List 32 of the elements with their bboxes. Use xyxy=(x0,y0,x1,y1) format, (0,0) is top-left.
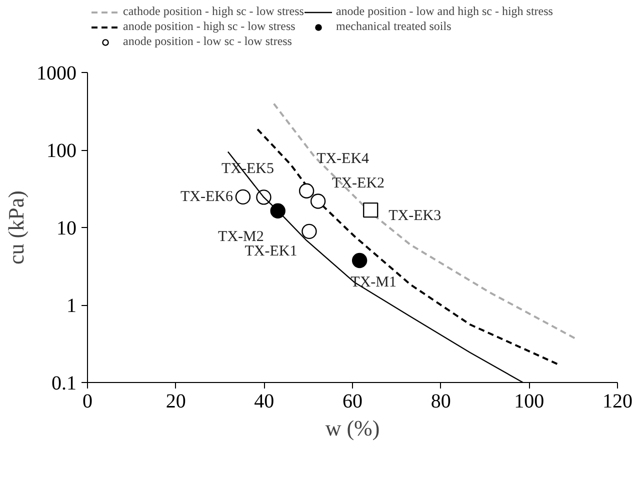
legend-label: anode position - low sc - low stress xyxy=(123,34,292,49)
x-tick-label: 100 xyxy=(514,390,544,412)
y-tick-label: 1 xyxy=(66,295,76,317)
point xyxy=(310,194,326,209)
legend-label: cathode position - high sc - low stress xyxy=(123,4,304,19)
annotation: TX-EK6 xyxy=(180,188,234,205)
annotation: TX-EK2 xyxy=(332,175,385,192)
x-tick-label: 0 xyxy=(82,390,92,412)
annotation: TX-EK4 xyxy=(316,150,370,167)
y-axis-title: cu (kPa) xyxy=(4,190,28,264)
point xyxy=(302,224,317,240)
x-tick-label: 20 xyxy=(166,390,186,412)
point xyxy=(352,252,368,268)
point xyxy=(363,202,378,218)
x-tick-label: 40 xyxy=(254,390,274,412)
legend-label: anode position - low and high sc - high stress xyxy=(336,4,553,19)
annotation: TX-EK1 xyxy=(244,243,298,260)
point xyxy=(298,183,314,198)
legend-label: anode position - high sc - low stress xyxy=(123,19,296,34)
x-tick-label: 80 xyxy=(430,390,451,412)
legend-label: mechanical treated soils xyxy=(336,19,452,34)
annotation: TX-M2 xyxy=(218,228,264,245)
point xyxy=(270,203,286,218)
x-axis-title: w (%) xyxy=(325,416,380,440)
y-tick-label: 1000 xyxy=(36,62,76,84)
point xyxy=(235,189,251,205)
x-tick-label: 120 xyxy=(602,390,632,412)
y-tick-label: 10 xyxy=(56,218,76,240)
annotation: TX-EK3 xyxy=(388,208,442,224)
x-tick-label: 60 xyxy=(342,390,362,412)
y-tick-label: 0.1 xyxy=(52,372,76,394)
y-tick-label: 100 xyxy=(46,140,76,162)
